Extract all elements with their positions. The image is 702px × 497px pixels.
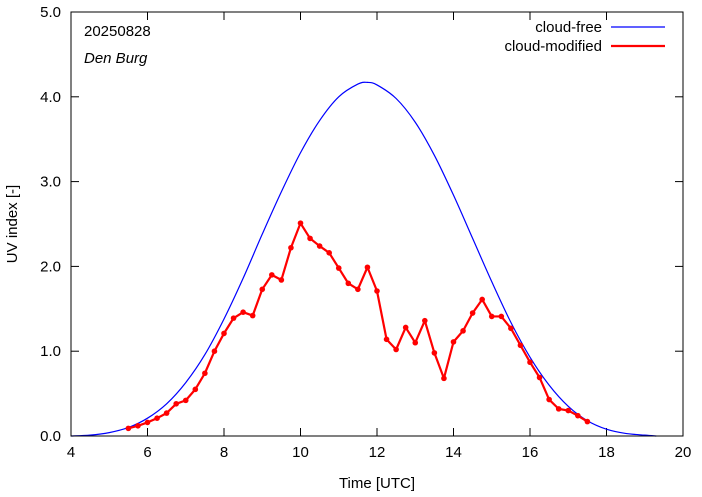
data-point-cloud-modified <box>135 423 141 429</box>
data-point-cloud-modified <box>307 235 313 242</box>
data-point-cloud-modified <box>565 407 572 414</box>
x-tick-label: 4 <box>67 444 75 461</box>
y-tick-label: 2.0 <box>40 258 61 275</box>
x-tick-label: 6 <box>143 444 151 461</box>
date-annotation: 20250828 <box>84 23 151 40</box>
series-line-cloud-free <box>70 81 657 437</box>
data-point-cloud-modified <box>393 346 399 353</box>
y-tick-label: 3.0 <box>40 174 61 191</box>
legend: cloud-free cloud-modified <box>504 19 665 55</box>
data-point-cloud-modified <box>249 312 256 319</box>
data-point-cloud-modified <box>316 243 323 249</box>
data-point-cloud-modified <box>297 220 304 226</box>
y-tick-label: 4.0 <box>40 89 61 106</box>
data-point-cloud-modified <box>240 309 246 315</box>
data-point-cloud-modified <box>469 310 476 316</box>
x-tick-label: 18 <box>598 444 615 461</box>
data-point-cloud-modified <box>182 397 189 404</box>
data-point-cloud-modified <box>259 286 266 293</box>
data-point-cloud-modified <box>422 317 428 324</box>
data-point-cloud-modified <box>584 418 591 425</box>
y-tick-label: 5.0 <box>40 4 61 21</box>
series-line-cloud-modified <box>128 222 588 430</box>
y-axis-title: UV index [-] <box>4 185 21 263</box>
x-tick-label: 16 <box>522 444 539 461</box>
data-point-cloud-modified <box>335 265 342 271</box>
data-point-cloud-modified <box>269 272 275 278</box>
data-point-cloud-modified <box>383 336 390 343</box>
x-tick-label: 12 <box>369 444 386 461</box>
data-point-cloud-modified <box>154 415 160 421</box>
station-annotation: Den Burg <box>84 50 148 67</box>
data-point-cloud-modified <box>536 374 543 381</box>
data-point-cloud-modified <box>374 288 380 294</box>
data-point-cloud-modified <box>527 359 533 366</box>
data-point-cloud-modified <box>144 419 151 426</box>
data-point-cloud-modified <box>192 386 199 393</box>
x-tick-label: 10 <box>292 444 309 461</box>
data-point-cloud-modified <box>412 339 419 346</box>
data-point-cloud-modified <box>460 328 466 334</box>
data-point-cloud-modified <box>402 324 409 331</box>
data-point-cloud-modified <box>508 325 514 332</box>
data-point-cloud-modified <box>125 425 132 432</box>
data-point-cloud-modified <box>450 339 457 345</box>
data-point-cloud-modified <box>555 406 562 412</box>
data-point-cloud-modified <box>575 412 581 419</box>
data-point-cloud-modified <box>498 313 505 320</box>
data-point-cloud-modified <box>364 264 371 271</box>
x-tick-label: 14 <box>445 444 462 461</box>
x-tick-label: 20 <box>675 444 692 461</box>
data-point-cloud-modified <box>441 375 447 382</box>
x-axis-title: Time [UTC] <box>339 475 415 492</box>
plot-frame <box>70 11 684 437</box>
data-point-cloud-modified <box>479 296 485 303</box>
data-point-cloud-modified <box>211 348 218 355</box>
data-point-cloud-modified <box>326 250 332 256</box>
legend-label-cloud-free: cloud-free <box>535 19 602 36</box>
y-tick-label: 0.0 <box>40 428 61 445</box>
data-point-cloud-modified <box>202 370 208 377</box>
data-point-cloud-modified <box>221 330 227 337</box>
data-point-cloud-modified <box>345 280 352 287</box>
data-point-cloud-modified <box>488 313 495 320</box>
data-point-cloud-modified <box>546 396 552 403</box>
series-layer <box>70 81 657 437</box>
data-point-cloud-modified <box>173 400 179 407</box>
data-point-cloud-modified <box>278 277 285 283</box>
y-tick-label: 1.0 <box>40 343 61 360</box>
ticks-layer: 4 6 8 10 12 14 16 18 20 0.0 1.0 2.0 3.0 4.0 5.0 <box>40 4 691 461</box>
data-point-cloud-modified <box>163 410 170 416</box>
data-point-cloud-modified <box>288 244 294 251</box>
x-tick-label: 8 <box>220 444 228 461</box>
data-point-cloud-modified <box>517 342 524 349</box>
data-point-cloud-modified <box>230 315 237 321</box>
data-point-cloud-modified <box>355 286 361 293</box>
data-point-cloud-modified <box>431 350 438 356</box>
legend-label-cloud-modified: cloud-modified <box>504 38 602 55</box>
